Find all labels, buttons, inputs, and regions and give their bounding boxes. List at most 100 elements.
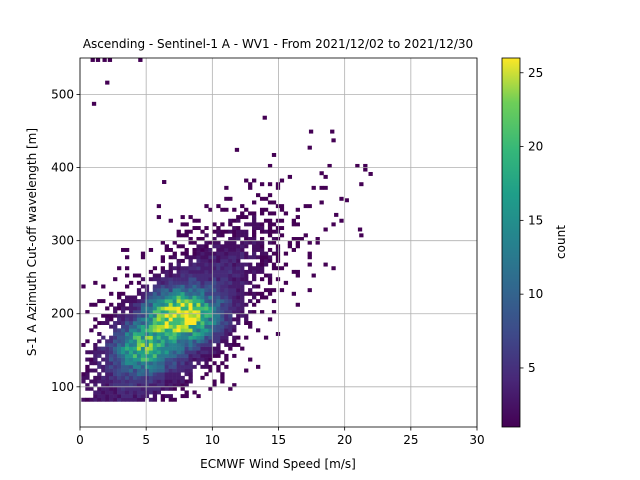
heatmap-cell [192,364,197,369]
heatmap-cell [248,310,253,315]
heatmap-cell [240,277,245,282]
heatmap-cell [152,364,158,369]
heatmap-cell [148,390,154,395]
heatmap-cell [244,251,249,256]
heatmap-cell [176,332,181,336]
heatmap-cell [248,269,253,274]
heatmap-cell [271,251,277,256]
heatmap-cell [156,302,162,307]
heatmap-cell [271,200,277,205]
heatmap-cell [240,251,245,256]
heatmap-cell [124,284,130,289]
heatmap-cell [252,277,257,282]
heatmap-cell [152,353,158,358]
heatmap-cell [160,364,165,369]
heatmap-cell [172,251,177,256]
heatmap-cell [168,306,173,311]
heatmap-cell [136,302,142,307]
heatmap-cell [180,379,185,384]
heatmap-cell [295,269,300,274]
heatmap-cell [109,324,114,329]
heatmap-cell [101,390,106,395]
heatmap-cell [228,317,233,322]
heatmap-cell [196,288,201,293]
heatmap-cell [224,273,229,278]
heatmap-cell [339,218,344,223]
heatmap-cell [117,313,122,318]
heatmap-cell [180,233,185,238]
heatmap-cell [152,321,158,325]
heatmap-cell [204,324,209,329]
heatmap-cell [144,353,150,358]
heatmap-cell [220,299,225,304]
heatmap-cell [101,397,106,402]
heatmap-cell [212,339,217,344]
heatmap-cell [97,350,102,355]
heatmap-cell [192,353,197,358]
heatmap-cell [220,324,225,329]
heatmap-cell [136,321,142,325]
heatmap-cell [168,397,173,402]
heatmap-cell [204,357,209,362]
heatmap-cell [184,247,189,252]
heatmap-cell [295,302,300,307]
heatmap-cell [271,211,277,216]
heatmap-cell [132,310,138,315]
heatmap-cell [200,317,205,322]
heatmap-cell [180,335,185,340]
heatmap-cell [124,357,130,362]
heatmap-cell [204,262,209,267]
heatmap-cell [152,372,158,377]
heatmap-cell [140,328,146,333]
heatmap-cell [160,379,165,384]
heatmap-cell [204,273,209,278]
heatmap-cell [220,266,225,271]
heatmap-cell [184,317,189,322]
heatmap-cell [156,204,162,209]
heatmap-cell [121,310,126,315]
heatmap-cell [204,299,209,304]
heatmap-cell [212,383,217,388]
heatmap-cell [252,237,257,241]
heatmap-cell [97,386,102,391]
heatmap-cell [152,306,158,311]
heatmap-cell [275,244,281,249]
heatmap-cell [148,368,154,373]
heatmap-cell [331,266,336,271]
heatmap-cell [148,339,154,344]
heatmap-cell [220,273,225,278]
heatmap-cell [216,291,221,296]
heatmap-cell [121,361,126,366]
heatmap-cell [121,335,126,340]
heatmap-cell [136,342,142,347]
heatmap-cell [208,324,213,329]
heatmap-cell [164,313,169,318]
heatmap-cell [132,379,138,384]
heatmap-cell [97,394,102,399]
heatmap-cell [204,317,209,322]
heatmap-cell [228,255,233,260]
heatmap-cell [168,280,173,285]
heatmap-cell [160,295,165,300]
heatmap-cell [105,383,110,388]
heatmap-cell [140,350,146,355]
heatmap-cell [128,386,134,391]
heatmap-cell [180,394,185,399]
heatmap-cell [121,397,126,402]
heatmap-cell [128,299,134,304]
heatmap-cell [176,379,181,384]
heatmap-cell [176,368,181,373]
heatmap-cell [307,262,312,267]
heatmap-cell [259,207,265,212]
heatmap-cell [252,233,257,238]
heatmap-cell [117,350,122,355]
heatmap-cell [232,207,237,212]
heatmap-cell [192,218,197,223]
heatmap-cell [121,383,126,388]
heatmap-cell [156,273,162,278]
heatmap-cell [240,299,245,304]
heatmap-cell [109,397,114,402]
heatmap-cell [117,317,122,322]
heatmap-cell [148,321,154,325]
